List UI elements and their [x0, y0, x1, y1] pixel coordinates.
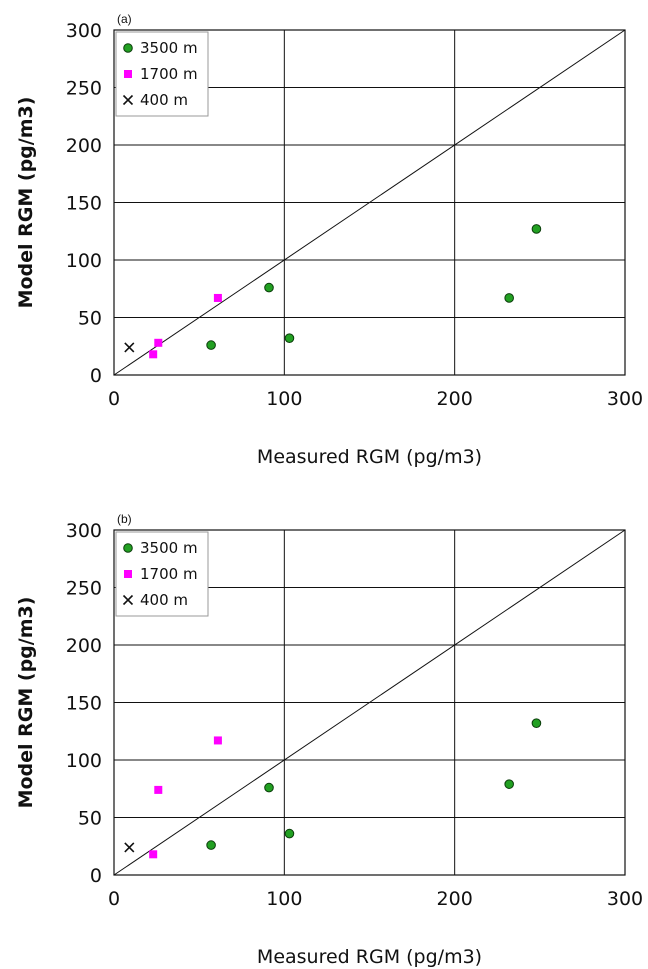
- panel-label: (a): [117, 12, 132, 26]
- legend-marker: [123, 43, 133, 53]
- x-tick-label: 200: [437, 888, 473, 910]
- y-tick-label: 0: [90, 365, 102, 387]
- data-point-3500m: [284, 828, 295, 839]
- data-point-3500m: [206, 840, 216, 850]
- y-tick-label: 200: [66, 135, 102, 157]
- x-axis-title: Measured RGM (pg/m3): [257, 946, 482, 968]
- legend-marker: [122, 94, 134, 106]
- y-tick-label: 150: [66, 693, 102, 715]
- legend-label: 1700 m: [140, 65, 198, 83]
- legend-label: 400 m: [140, 591, 188, 609]
- data-point-3500m: [504, 779, 514, 789]
- legend-marker: [122, 594, 134, 606]
- y-tick-label: 300: [66, 520, 102, 542]
- y-tick-label: 100: [66, 750, 102, 772]
- data-point-3500m: [284, 333, 295, 344]
- legend-label: 1700 m: [140, 565, 198, 583]
- data-point-3500m: [264, 782, 274, 793]
- data-point-1700m: [154, 785, 163, 794]
- data-point-3500m: [504, 293, 514, 303]
- y-tick-label: 50: [78, 808, 102, 830]
- x-tick-label: 100: [266, 888, 302, 910]
- y-tick-label: 250: [66, 78, 102, 100]
- data-point-1700m: [154, 338, 163, 347]
- y-tick-label: 150: [66, 193, 102, 215]
- data-point-3500m: [206, 340, 216, 350]
- y-tick-label: 200: [66, 635, 102, 657]
- one-to-one-line: [113, 529, 626, 876]
- legend-label: 3500 m: [140, 539, 198, 557]
- legend-marker: [123, 543, 133, 553]
- y-tick-label: 50: [78, 308, 102, 330]
- data-point-1700m: [213, 736, 222, 745]
- x-tick-label: 200: [437, 388, 473, 410]
- y-tick-label: 300: [66, 20, 102, 42]
- x-tick-label: 300: [607, 388, 643, 410]
- x-tick-label: 300: [607, 888, 643, 910]
- y-tick-label: 0: [90, 865, 102, 887]
- data-point-3500m: [531, 224, 542, 234]
- y-tick-label: 100: [66, 250, 102, 272]
- y-axis-title: Model RGM (pg/m3): [15, 97, 37, 309]
- data-point-400m: [124, 842, 135, 853]
- data-point-3500m: [531, 718, 542, 728]
- legend-marker: [124, 570, 132, 578]
- legend-label: 3500 m: [140, 39, 198, 57]
- x-tick-label: 100: [266, 388, 302, 410]
- data-point-1700m: [213, 293, 222, 302]
- one-to-one-line: [113, 29, 626, 376]
- x-tick-label: 0: [108, 888, 120, 910]
- y-tick-label: 250: [66, 578, 102, 600]
- panel-label: (b): [117, 512, 132, 526]
- data-point-1700m: [149, 850, 158, 859]
- legend-marker: [124, 70, 132, 78]
- data-point-3500m: [264, 282, 274, 293]
- data-point-1700m: [149, 350, 158, 359]
- x-tick-label: 0: [108, 388, 120, 410]
- x-axis-title: Measured RGM (pg/m3): [257, 446, 482, 468]
- legend-label: 400 m: [140, 91, 188, 109]
- y-axis-title: Model RGM (pg/m3): [15, 597, 37, 809]
- chart-panel-a: 0 50 100 150 200 250 300 0 100 200 300 Measured RGM…: [15, 12, 643, 468]
- chart-panel-b: 0 50 100 150 200 250 300 0 100 200 300 Measured RGM…: [15, 512, 643, 968]
- data-point-400m: [124, 342, 135, 353]
